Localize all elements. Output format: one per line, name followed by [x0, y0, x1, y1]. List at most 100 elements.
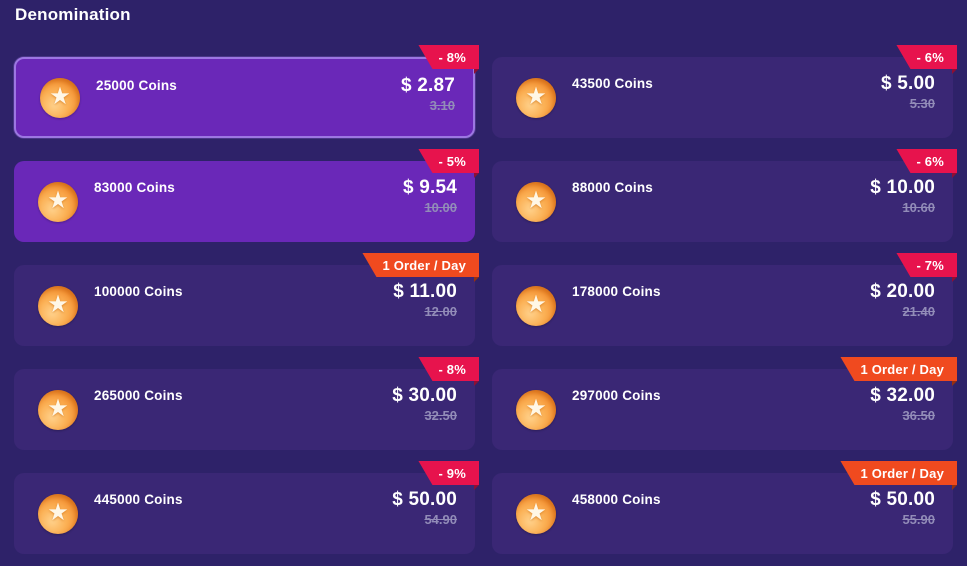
- coin-star-icon: ★: [516, 389, 556, 430]
- star-glyph: ★: [525, 290, 547, 318]
- star-glyph: ★: [525, 394, 547, 422]
- star-glyph: ★: [47, 290, 69, 318]
- old-price: 5.30: [909, 96, 935, 111]
- price-block: $ 50.00 54.90: [392, 488, 457, 528]
- ribbon-fold: [952, 69, 957, 74]
- coin-amount-label: 43500 Coins: [572, 76, 653, 91]
- coin-amount-label: 265000 Coins: [94, 388, 183, 403]
- price: $ 2.87: [400, 75, 455, 96]
- badge-label: 1 Order / Day: [860, 361, 944, 377]
- price-block: $ 32.00 36.50: [870, 384, 935, 424]
- price: $ 10.00: [870, 177, 935, 198]
- star-glyph: ★: [47, 394, 69, 422]
- price-block: $ 9.54 10.00: [403, 176, 457, 216]
- badge-label: - 7%: [916, 257, 944, 273]
- old-price: 10.00: [424, 200, 457, 215]
- coin-star-icon: ★: [516, 493, 556, 534]
- coin-amount-label: 445000 Coins: [94, 492, 183, 507]
- price-block: $ 50.00 55.90: [870, 488, 935, 528]
- star-glyph: ★: [47, 498, 69, 526]
- denomination-card: ★ 83000 Coins $ 9.54 10.00: [14, 161, 475, 242]
- badge-label: - 8%: [438, 361, 466, 377]
- denomination-option[interactable]: 1 Order / Day ★ 458000 Coins $ 50.00 55.…: [492, 461, 957, 554]
- coin-star-icon: ★: [38, 285, 78, 326]
- price-block: $ 20.00 21.40: [870, 280, 935, 320]
- ribbon-badge: 1 Order / Day: [840, 357, 957, 381]
- denomination-card: ★ 297000 Coins $ 32.00 36.50: [492, 369, 953, 450]
- price: $ 50.00: [392, 489, 457, 510]
- price: $ 20.00: [870, 281, 935, 302]
- denomination-option[interactable]: - 9% ★ 445000 Coins $ 50.00 54.90: [14, 461, 479, 554]
- ribbon-fold: [474, 485, 479, 490]
- price-block: $ 2.87 3.10: [401, 74, 455, 114]
- badge-label: 1 Order / Day: [860, 465, 944, 481]
- coin-amount-label: 88000 Coins: [572, 180, 653, 195]
- price: $ 5.00: [880, 73, 935, 94]
- denomination-option[interactable]: - 6% ★ 88000 Coins $ 10.00 10.60: [492, 149, 957, 242]
- ribbon-fold: [474, 381, 479, 386]
- coin-amount-label: 25000 Coins: [96, 78, 177, 93]
- coin-star-icon: ★: [40, 77, 80, 118]
- denomination-option[interactable]: - 8% ★ 265000 Coins $ 30.00 32.50: [14, 357, 479, 450]
- denomination-card: ★ 43500 Coins $ 5.00 5.30: [492, 57, 953, 138]
- coin-star-icon: ★: [38, 181, 78, 222]
- price: $ 50.00: [870, 489, 935, 510]
- denomination-option[interactable]: - 6% ★ 43500 Coins $ 5.00 5.30: [492, 45, 957, 138]
- denomination-card: ★ 178000 Coins $ 20.00 21.40: [492, 265, 953, 346]
- denomination-card: ★ 25000 Coins $ 2.87 3.10: [14, 57, 475, 138]
- old-price: 21.40: [902, 304, 935, 319]
- coin-star-icon: ★: [516, 181, 556, 222]
- denomination-card: ★ 100000 Coins $ 11.00 12.00: [14, 265, 475, 346]
- badge-label: - 5%: [438, 153, 466, 169]
- old-price: 3.10: [429, 98, 455, 113]
- badge-label: - 8%: [438, 49, 466, 65]
- coin-star-icon: ★: [516, 77, 556, 118]
- ribbon-fold: [952, 277, 957, 282]
- denomination-option[interactable]: - 5% ★ 83000 Coins $ 9.54 10.00: [14, 149, 479, 242]
- price: $ 11.00: [393, 281, 457, 302]
- old-price: 55.90: [902, 512, 935, 527]
- ribbon-fold: [474, 69, 479, 74]
- star-glyph: ★: [47, 186, 69, 214]
- coin-amount-label: 178000 Coins: [572, 284, 661, 299]
- old-price: 12.00: [424, 304, 457, 319]
- price-block: $ 11.00 12.00: [393, 280, 457, 320]
- denomination-card: ★ 265000 Coins $ 30.00 32.50: [14, 369, 475, 450]
- old-price: 36.50: [902, 408, 935, 423]
- ribbon-fold: [474, 173, 479, 178]
- price-block: $ 5.00 5.30: [881, 72, 935, 112]
- denomination-card: ★ 445000 Coins $ 50.00 54.90: [14, 473, 475, 554]
- badge-label: - 6%: [916, 49, 944, 65]
- coin-amount-label: 458000 Coins: [572, 492, 661, 507]
- price: $ 30.00: [392, 385, 457, 406]
- price: $ 9.54: [402, 177, 457, 198]
- denomination-option[interactable]: - 8% ★ 25000 Coins $ 2.87 3.10: [14, 45, 479, 138]
- coin-amount-label: 100000 Coins: [94, 284, 183, 299]
- star-glyph: ★: [525, 498, 547, 526]
- old-price: 54.90: [424, 512, 457, 527]
- price-block: $ 30.00 32.50: [392, 384, 457, 424]
- ribbon-fold: [952, 485, 957, 490]
- page-title: Denomination: [15, 5, 131, 24]
- old-price: 10.60: [902, 200, 935, 215]
- badge-label: - 9%: [438, 465, 466, 481]
- star-glyph: ★: [525, 186, 547, 214]
- denomination-option[interactable]: 1 Order / Day ★ 297000 Coins $ 32.00 36.…: [492, 357, 957, 450]
- ribbon-fold: [474, 277, 479, 282]
- coin-star-icon: ★: [38, 493, 78, 534]
- badge-label: - 6%: [916, 153, 944, 169]
- ribbon-badge: 1 Order / Day: [362, 253, 479, 277]
- ribbon-fold: [952, 173, 957, 178]
- ribbon-badge: 1 Order / Day: [840, 461, 957, 485]
- denomination-option[interactable]: - 7% ★ 178000 Coins $ 20.00 21.40: [492, 253, 957, 346]
- denomination-card: ★ 458000 Coins $ 50.00 55.90: [492, 473, 953, 554]
- coin-star-icon: ★: [516, 285, 556, 326]
- coin-amount-label: 83000 Coins: [94, 180, 175, 195]
- coin-amount-label: 297000 Coins: [572, 388, 661, 403]
- price: $ 32.00: [870, 385, 935, 406]
- denomination-grid: - 8% ★ 25000 Coins $ 2.87 3.10 - 6% ★ 43…: [14, 45, 957, 554]
- ribbon-fold: [952, 381, 957, 386]
- badge-label: 1 Order / Day: [382, 257, 466, 273]
- denomination-card: ★ 88000 Coins $ 10.00 10.60: [492, 161, 953, 242]
- denomination-option[interactable]: 1 Order / Day ★ 100000 Coins $ 11.00 12.…: [14, 253, 479, 346]
